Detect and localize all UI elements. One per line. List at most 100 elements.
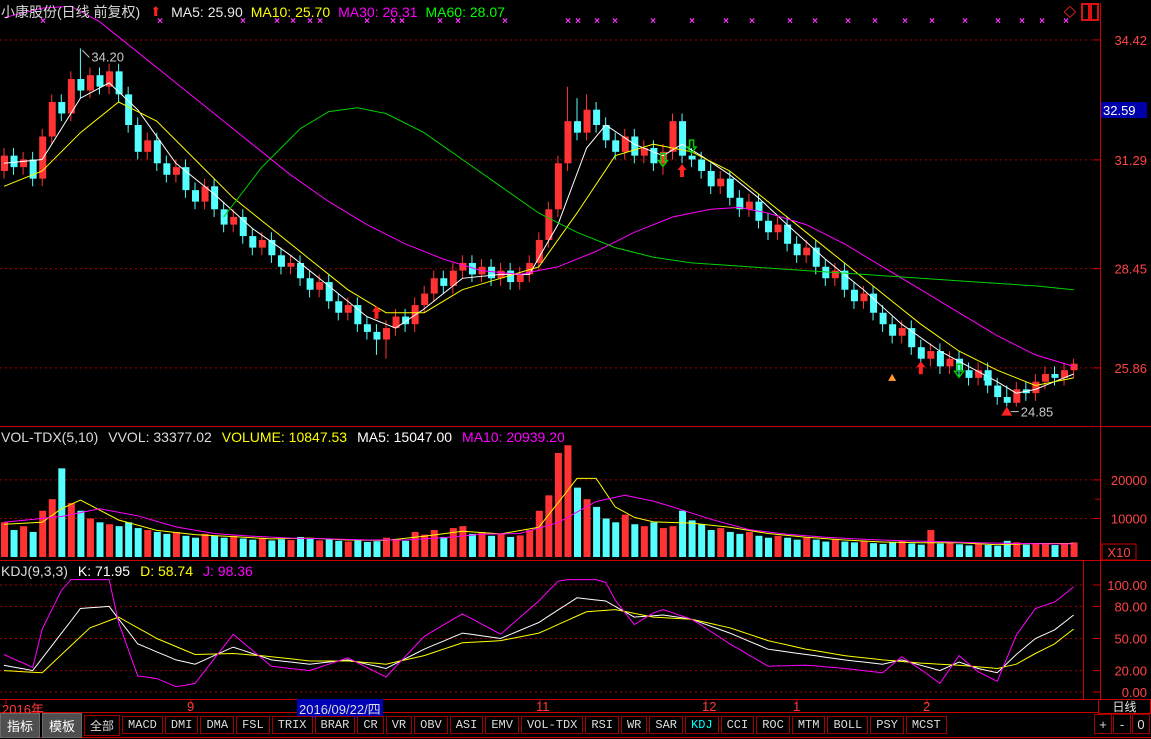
volume-header: VOL-TDX(5,10) VVOL: 33377.02 VOLUME: 10847… [1, 429, 565, 445]
indicator-item-macd[interactable]: MACD [122, 716, 163, 734]
indicator-item-sar[interactable]: SAR [649, 716, 683, 734]
buy-arrow-icon [677, 163, 687, 177]
indicator-item-emv[interactable]: EMV [485, 716, 519, 734]
candle-body [640, 147, 648, 156]
candle-body [659, 151, 667, 164]
candle-body [192, 190, 199, 202]
candle-body [163, 163, 171, 175]
volume-bar [879, 543, 887, 557]
signal-x-mark: × [317, 16, 323, 27]
candle-body [20, 159, 28, 168]
indicator-item-vr[interactable]: VR [385, 716, 413, 734]
candle-body [354, 305, 362, 325]
zoom-reset-button[interactable]: 0 [1132, 714, 1150, 734]
candle-body [917, 347, 925, 359]
volume-bar [1013, 542, 1021, 557]
candle-body [602, 124, 610, 141]
volume-bar [86, 518, 94, 557]
volume-bar [726, 531, 734, 557]
price-axis-label: 25.86 [1114, 361, 1147, 376]
candle-body [774, 224, 782, 233]
indicator-item-wr[interactable]: WR [620, 716, 648, 734]
indicator-item-brar[interactable]: BRAR [314, 716, 356, 734]
signal-x-mark: × [307, 16, 313, 27]
zoom-in-button[interactable]: + [1094, 714, 1112, 734]
volume-bar [908, 543, 916, 557]
volume-bar [115, 526, 123, 557]
signal-x-mark: × [455, 16, 461, 27]
volume-bar [688, 520, 696, 557]
volume-bar [277, 539, 285, 557]
indicator-item-rsi[interactable]: RSI [585, 716, 619, 734]
volume-bar [774, 535, 782, 557]
signal-x-mark: × [274, 16, 280, 27]
indicator-item-cci[interactable]: CCI [720, 716, 755, 734]
zoom-out-button[interactable]: - [1113, 714, 1131, 734]
volume-bar [153, 531, 161, 557]
indicator-item-roc[interactable]: ROC [756, 716, 790, 734]
indicator-item-fsl[interactable]: FSL [236, 716, 270, 734]
period-selector[interactable]: 日线 [1098, 699, 1151, 714]
volume-bar [373, 541, 381, 557]
indicator-item-asi[interactable]: ASI [449, 716, 484, 734]
volume-bar [468, 533, 476, 557]
candle-body [421, 293, 429, 306]
indicator-item-mtm[interactable]: MTM [791, 716, 826, 734]
indicator-item-vol-tdx[interactable]: VOL-TDX [520, 716, 584, 734]
volume-bar [287, 540, 295, 557]
toolbar-tab-indicators[interactable]: 指标 [0, 712, 41, 738]
candle-body [86, 75, 94, 91]
indicator-item-mcst[interactable]: MCST [905, 716, 947, 734]
candle-body [67, 79, 75, 114]
indicator-item-kdj[interactable]: KDJ [685, 716, 719, 734]
indicator-item-cr[interactable]: CR [357, 716, 384, 734]
volume-bar [707, 530, 715, 557]
candle-body [440, 278, 448, 286]
candle-body [125, 94, 133, 125]
zoom-controls: + -0 [1093, 714, 1150, 734]
candle-body [344, 305, 352, 313]
volume-bar [736, 533, 744, 557]
candle-body [975, 370, 983, 378]
indicator-item-trix[interactable]: TRIX [271, 716, 313, 734]
split-window-icon[interactable] [1081, 2, 1099, 22]
volume-value: VOL-TDX(5,10) [1, 429, 99, 445]
indicator-item-psy[interactable]: PSY [870, 716, 904, 734]
diamond-icon[interactable]: ◇ [1063, 3, 1076, 20]
indicator-item-obv[interactable]: OBV [414, 716, 448, 734]
signal-x-mark: × [157, 16, 163, 27]
volume-bar [163, 533, 171, 557]
candle-body [850, 289, 858, 302]
candle-body [898, 328, 906, 336]
volume-bar [363, 541, 371, 557]
kdj-axis-label: 100.00 [1107, 578, 1147, 593]
signal-x-mark: × [845, 16, 851, 27]
signal-x-mark: × [437, 16, 443, 27]
ma-value: MA60: 28.07 [425, 4, 505, 20]
indicator-item-全部[interactable]: 全部 [84, 714, 121, 736]
time-axis-label: 2 [923, 699, 931, 714]
indicator-item-boll[interactable]: BOLL [827, 716, 869, 734]
kdj-value: D: 58.74 [140, 563, 194, 579]
candle-body [507, 270, 515, 283]
candle-body [688, 155, 696, 160]
candle-body [535, 239, 543, 263]
volume-bar [335, 540, 343, 557]
candle-body [449, 270, 457, 286]
ma10-line [3, 101, 1074, 387]
indicator-item-dma[interactable]: DMA [200, 716, 235, 734]
volume-bar [936, 543, 944, 557]
volume-bar [201, 533, 209, 557]
sell-arrow-icon [685, 139, 698, 155]
candle-body [745, 201, 753, 210]
indicator-item-dmi[interactable]: DMI [164, 716, 199, 734]
toolbar-tab-templates[interactable]: 模板 [42, 712, 83, 738]
volume-value: VOLUME: 10847.53 [221, 429, 348, 445]
candle-body [287, 262, 295, 267]
volume-bar [306, 538, 314, 557]
volume-bar [631, 524, 639, 557]
volume-bar [898, 540, 906, 557]
volume-bar [325, 539, 333, 557]
buy-arrow-icon [916, 361, 926, 375]
